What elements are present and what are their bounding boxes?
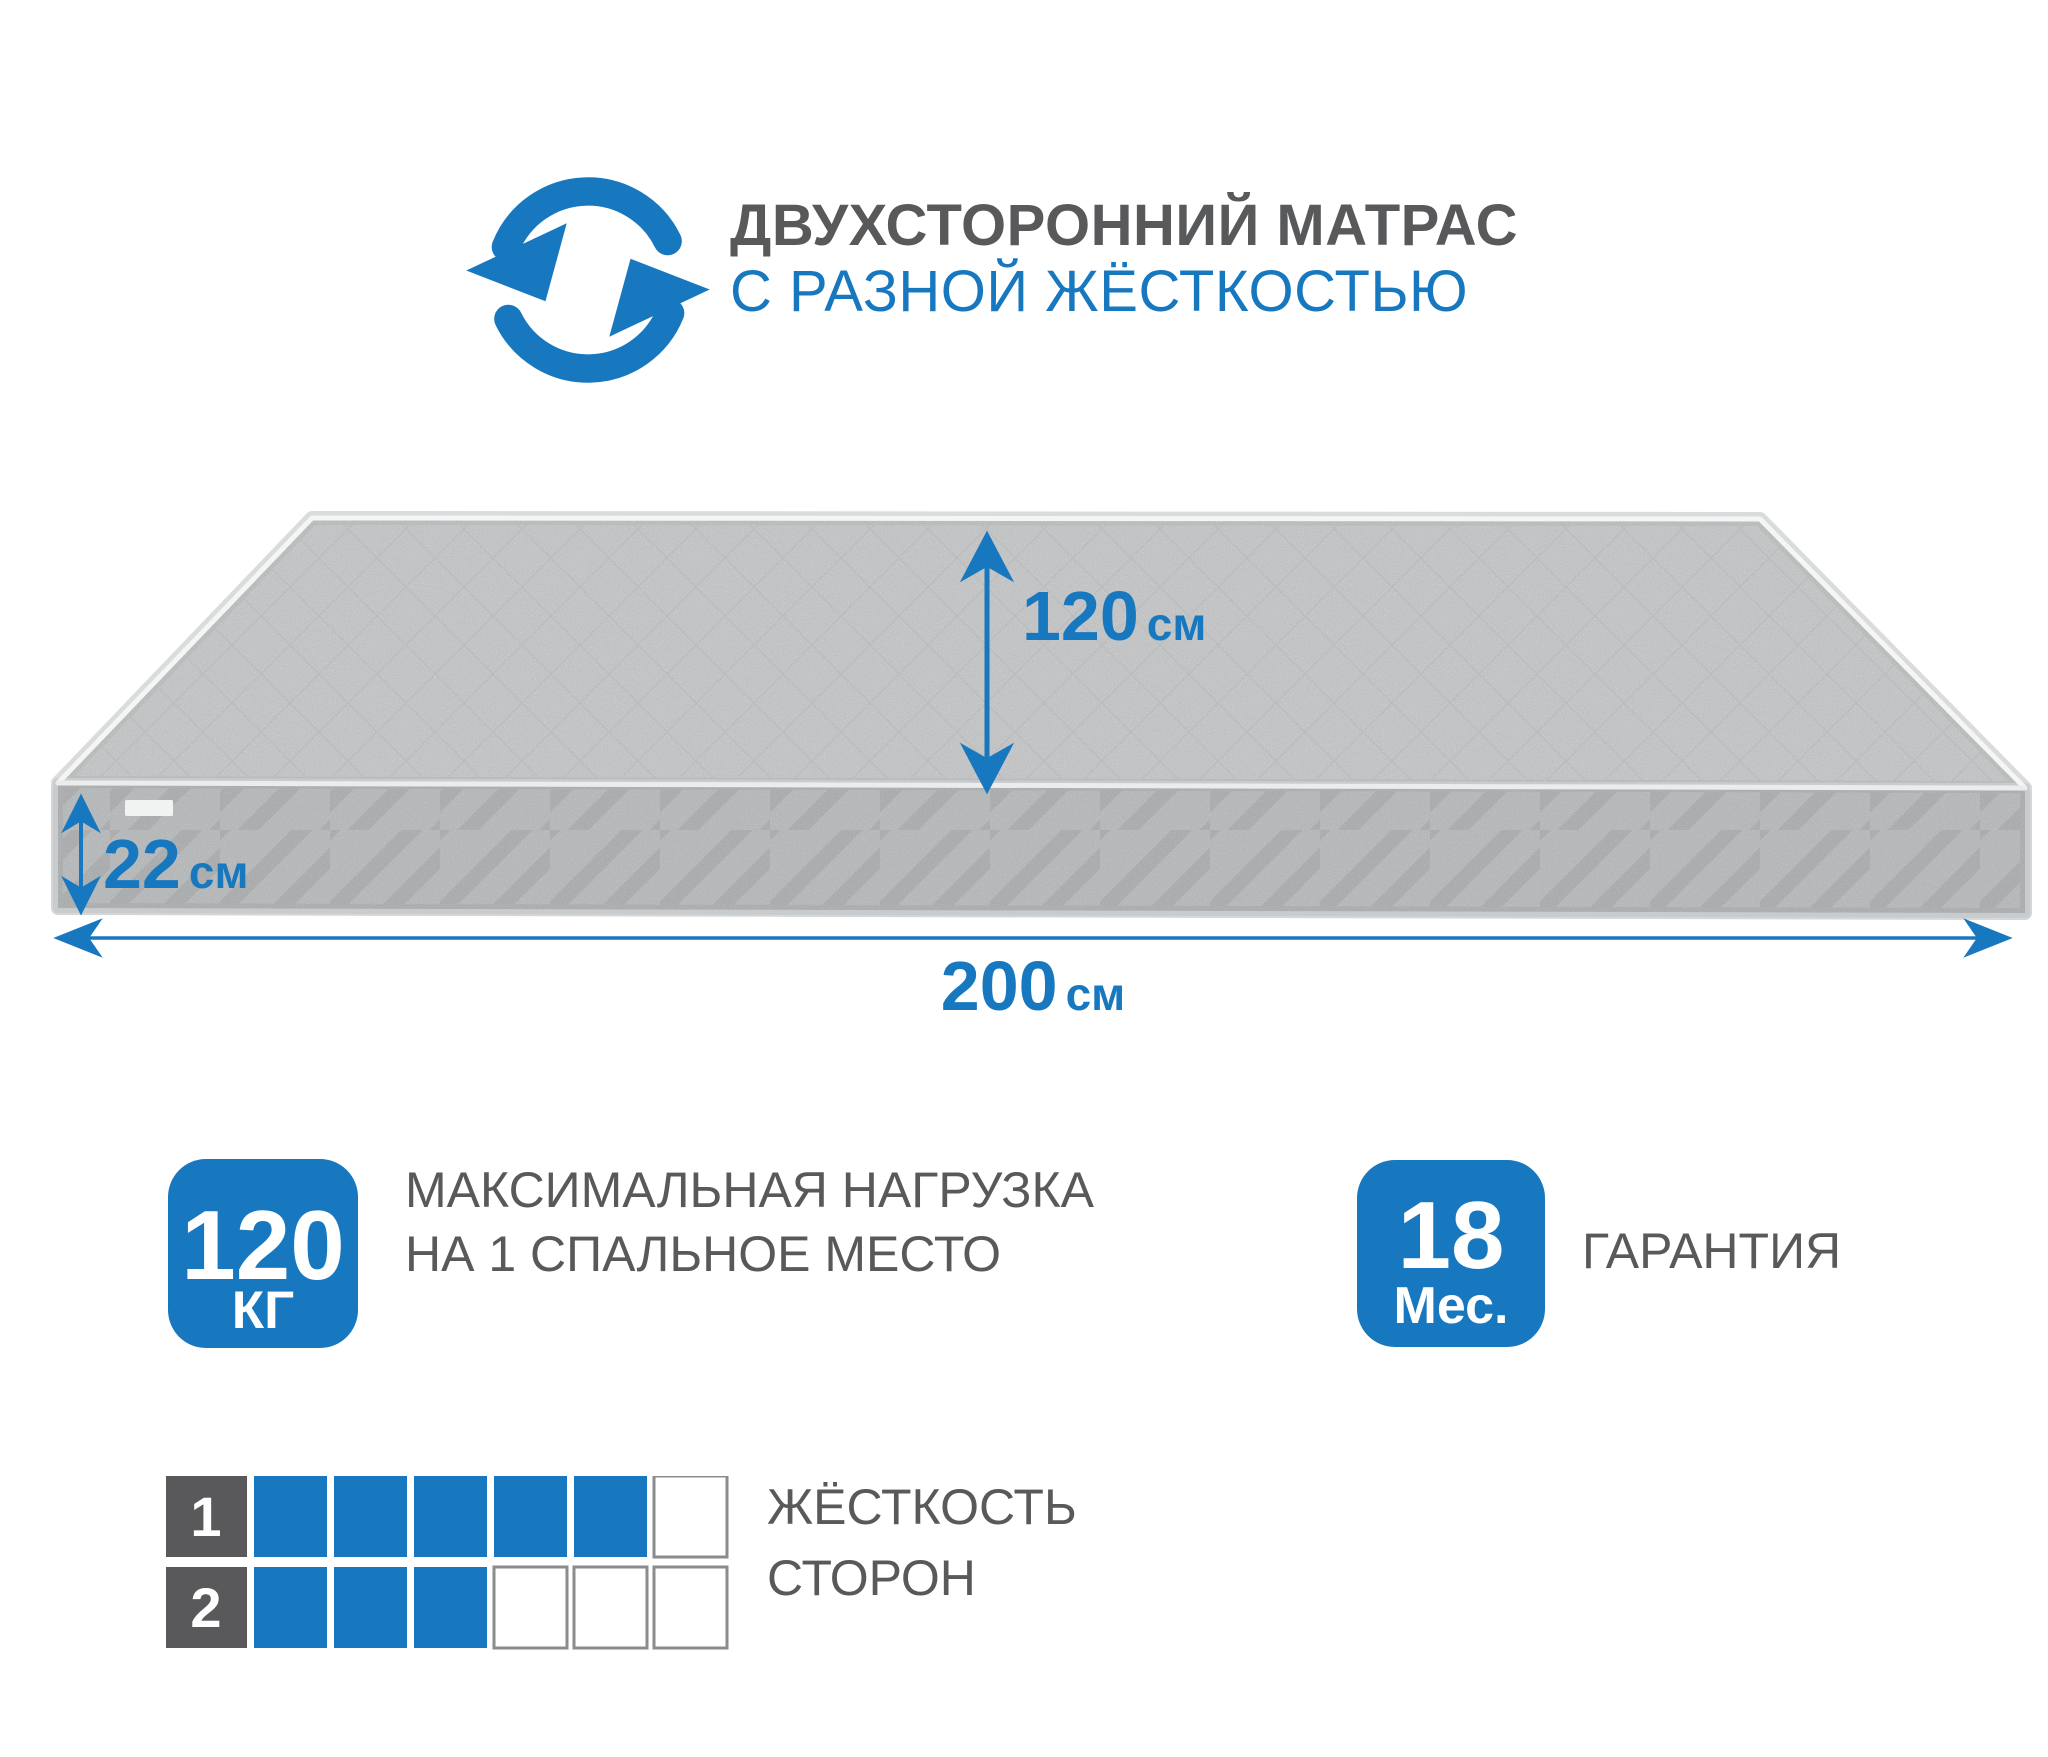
svg-text:1: 1 — [190, 1485, 221, 1548]
svg-text:18: 18 — [1398, 1182, 1505, 1289]
svg-text:КГ: КГ — [232, 1281, 294, 1340]
svg-text:2: 2 — [190, 1576, 221, 1639]
svg-text:Мес.: Мес. — [1394, 1277, 1509, 1335]
